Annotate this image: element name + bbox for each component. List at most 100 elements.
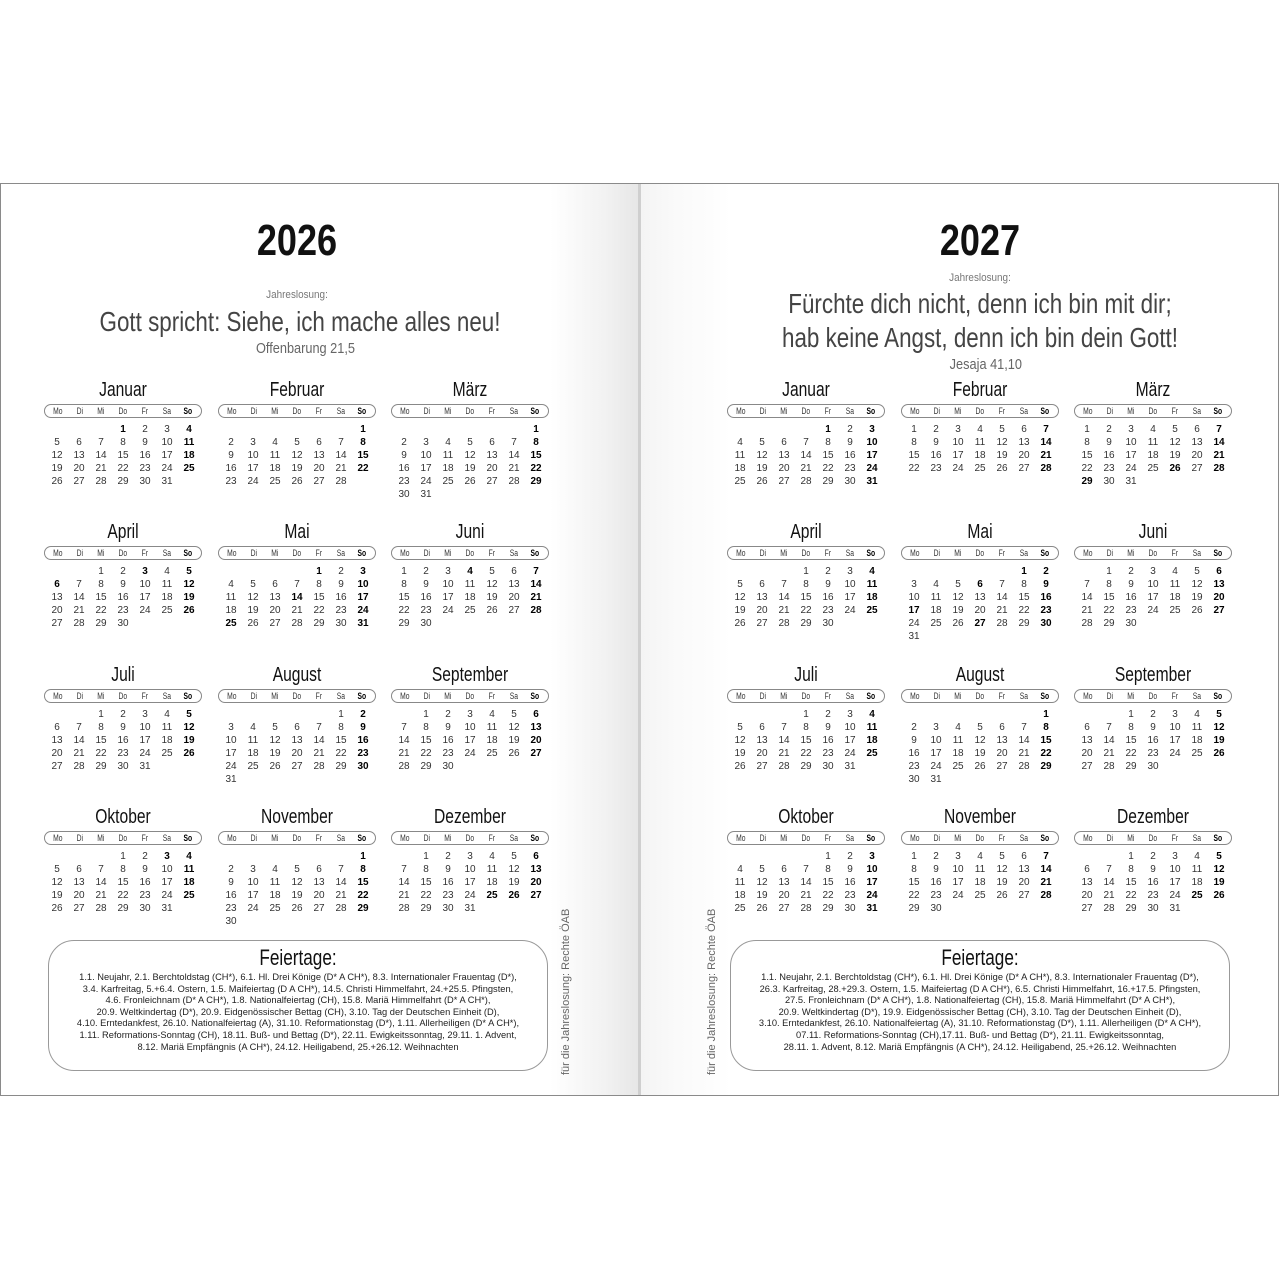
day-cell xyxy=(1208,760,1230,773)
day-cell: 5 xyxy=(999,851,1005,862)
day-cell: 19 xyxy=(734,605,746,616)
weekday-label: Di xyxy=(1106,548,1113,558)
feiertage-line: 1.1. Neujahr, 2.1. Berchtoldstag (CH*), … xyxy=(79,972,517,982)
weekday-label: Do xyxy=(118,691,128,701)
weekday-label: Di xyxy=(76,548,83,558)
weekday-header: Mo Di Mi Do Fr Sa So xyxy=(727,546,885,560)
day-cell: 26 xyxy=(1169,463,1181,474)
day-cell: 3 xyxy=(467,851,473,862)
week-row: 1 2 3 4 5 xyxy=(44,708,202,721)
day-cell: 2 xyxy=(142,851,148,862)
feiertage-line: 20.9. Weltkindertag (D*), 19.9. Eidgenös… xyxy=(778,1006,1182,1017)
week-row: 5 6 7 8 9 10 11 xyxy=(727,578,885,591)
day-cell: 13 xyxy=(530,722,542,733)
day-cell xyxy=(308,915,330,928)
day-cell xyxy=(220,708,242,721)
weekday-label: Fr xyxy=(315,548,322,558)
day-cell: 6 xyxy=(54,722,60,733)
month-juli: Juli Mo Di Mi Do Fr Sa So 1 2 3 4 5 6 7 8 9 10 11 12 13 14 15 1… xyxy=(727,662,885,773)
weekday-label: Mo xyxy=(227,691,237,701)
day-cell: 26 xyxy=(1213,748,1225,759)
day-cell: 17 xyxy=(139,735,151,746)
day-cell: 14 xyxy=(398,877,410,888)
feiertage-line: 3.4. Karfreitag, 5.+6.4. Ostern, 1.5. Ma… xyxy=(82,983,514,994)
day-cell xyxy=(46,565,68,578)
day-cell: 5 xyxy=(1216,851,1222,862)
day-cell: 21 xyxy=(800,890,812,901)
feiertage-line: 07.11. Reformations-Sonntag (CH),17.11. … xyxy=(796,1029,1164,1040)
day-cell: 19 xyxy=(974,748,986,759)
day-cell: 28 xyxy=(335,476,347,487)
week-row: 1 2 3 4 5 6 7 xyxy=(901,850,1059,863)
week-row: 19 20 21 22 23 24 25 xyxy=(44,462,202,475)
feiertage-line: 1.11. Reformations-Sonntag (CH), 18.11. … xyxy=(79,1029,517,1040)
day-cell: 5 xyxy=(511,851,517,862)
day-cell: 30 xyxy=(1103,476,1115,487)
day-cell: 19 xyxy=(734,748,746,759)
day-cell: 3 xyxy=(847,709,853,720)
day-cell: 22 xyxy=(908,463,920,474)
weekday-label: Di xyxy=(76,833,83,843)
day-cell: 16 xyxy=(357,735,369,746)
jahreslosung-label: Jahreslosung: xyxy=(949,272,1011,284)
weekday-label: Do xyxy=(801,833,811,843)
weekday-header: Mo Di Mi Do Fr Sa So xyxy=(391,404,549,418)
day-cell: 9 xyxy=(1128,579,1134,590)
weekday-label: Do xyxy=(801,548,811,558)
day-cell: 31 xyxy=(1125,476,1137,487)
book-fold xyxy=(638,184,641,1095)
day-cell: 28 xyxy=(1040,463,1052,474)
day-cell: 9 xyxy=(338,579,344,590)
week-row: 15 16 17 18 19 20 21 xyxy=(901,449,1059,462)
day-grid: 1 2 3 4 5 6 7 8 9 10 11 12 13 14 15 16 17 18 19 20 21 22 23 24 2… xyxy=(901,423,1059,475)
week-row: 1 xyxy=(391,423,549,436)
day-cell: 24 xyxy=(1125,463,1137,474)
weekday-label: Do xyxy=(1148,833,1158,843)
weekday-label: Do xyxy=(801,691,811,701)
day-cell: 4 xyxy=(869,709,875,720)
weekday-label: Mo xyxy=(227,406,237,416)
day-cell: 16 xyxy=(930,450,942,461)
weekday-label: Mo xyxy=(227,833,237,843)
weekday-header: Mo Di Mi Do Fr Sa So xyxy=(218,404,376,418)
day-cell: 7 xyxy=(1106,864,1112,875)
day-cell: 31 xyxy=(866,476,878,487)
day-grid: 1 2 3 4 5 6 7 8 9 10 11 12 13 14 15 16 17 18 19 20 21 22 23 24 2… xyxy=(44,850,202,915)
week-row: 12 13 14 15 16 17 18 xyxy=(44,449,202,462)
day-cell: 25 xyxy=(486,748,498,759)
day-cell xyxy=(242,708,264,721)
day-cell: 18 xyxy=(1191,735,1203,746)
day-cell: 26 xyxy=(183,605,195,616)
day-cell: 15 xyxy=(908,450,920,461)
day-cell: 10 xyxy=(952,437,964,448)
day-cell: 28 xyxy=(996,618,1008,629)
day-cell: 11 xyxy=(1169,579,1181,590)
day-cell xyxy=(308,708,330,721)
day-cell: 23 xyxy=(1125,605,1137,616)
day-cell xyxy=(46,850,68,863)
day-cell: 10 xyxy=(464,864,476,875)
day-cell: 16 xyxy=(442,877,454,888)
day-cell: 12 xyxy=(1213,722,1225,733)
weekday-label: Di xyxy=(933,691,940,701)
weekday-label: Mi xyxy=(1127,833,1135,843)
day-cell xyxy=(773,423,795,436)
day-cell: 19 xyxy=(247,605,259,616)
day-grid: 1 2 3 4 5 6 7 8 9 10 11 12 13 14 15 16 17 18 19 20 21 22 23 24 2… xyxy=(391,708,549,773)
day-cell: 27 xyxy=(530,890,542,901)
day-cell xyxy=(308,423,330,436)
day-cell: 20 xyxy=(291,748,303,759)
day-cell: 27 xyxy=(778,903,790,914)
weekday-label: Mo xyxy=(736,691,746,701)
weekday-label: Fr xyxy=(824,548,831,558)
day-cell: 9 xyxy=(445,722,451,733)
day-cell: 5 xyxy=(272,722,278,733)
day-cell: 30 xyxy=(225,916,237,927)
day-cell: 6 xyxy=(54,579,60,590)
day-cell: 22 xyxy=(800,748,812,759)
week-row: 1 2 3 4 xyxy=(727,565,885,578)
day-cell xyxy=(459,760,481,773)
